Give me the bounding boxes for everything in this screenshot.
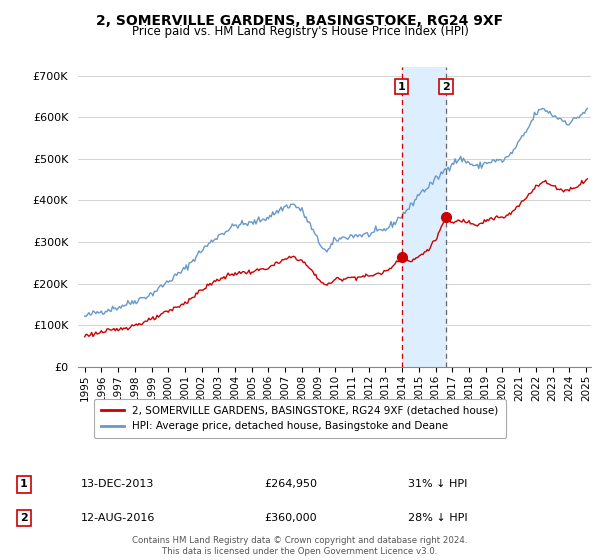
Bar bbox=[401, 67, 446, 367]
Text: 12-AUG-2016: 12-AUG-2016 bbox=[81, 513, 155, 523]
Text: Contains HM Land Registry data © Crown copyright and database right 2024.
This d: Contains HM Land Registry data © Crown c… bbox=[132, 536, 468, 556]
Text: 31% ↓ HPI: 31% ↓ HPI bbox=[408, 479, 467, 489]
Text: Price paid vs. HM Land Registry's House Price Index (HPI): Price paid vs. HM Land Registry's House … bbox=[131, 25, 469, 38]
Text: 1: 1 bbox=[398, 82, 406, 92]
Text: 2: 2 bbox=[442, 82, 450, 92]
Text: £264,950: £264,950 bbox=[264, 479, 317, 489]
Text: 2, SOMERVILLE GARDENS, BASINGSTOKE, RG24 9XF: 2, SOMERVILLE GARDENS, BASINGSTOKE, RG24… bbox=[97, 14, 503, 28]
Text: 2: 2 bbox=[20, 513, 28, 523]
Text: 1: 1 bbox=[20, 479, 28, 489]
Text: 13-DEC-2013: 13-DEC-2013 bbox=[81, 479, 154, 489]
Legend: 2, SOMERVILLE GARDENS, BASINGSTOKE, RG24 9XF (detached house), HPI: Average pric: 2, SOMERVILLE GARDENS, BASINGSTOKE, RG24… bbox=[94, 399, 506, 438]
Text: 28% ↓ HPI: 28% ↓ HPI bbox=[408, 513, 467, 523]
Text: £360,000: £360,000 bbox=[264, 513, 317, 523]
